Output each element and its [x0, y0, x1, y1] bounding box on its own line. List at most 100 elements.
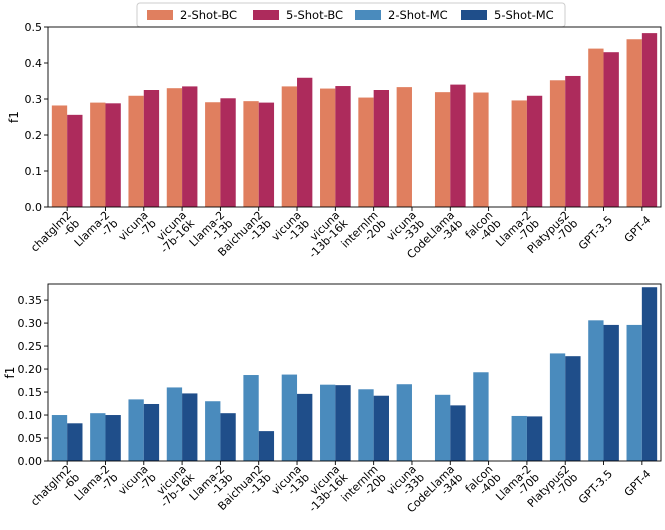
bar-2-shot-mc	[166, 387, 183, 461]
bar-2-shot-bc	[549, 80, 566, 207]
x-tick-label: vicuna-7b	[116, 463, 159, 506]
x-tick-label: internlm-20b	[339, 463, 389, 513]
y-tick-label: 0.30	[18, 317, 43, 330]
x-tick-label: vicuna-7b-16k	[150, 208, 198, 256]
bar-5-shot-mc	[297, 393, 313, 461]
bar-2-shot-bc	[473, 92, 489, 207]
x-tick-label: GPT-4	[622, 213, 654, 245]
legend: 2-Shot-BC 5-Shot-BC 2-Shot-MC 5-Shot-MC	[136, 2, 566, 28]
bar-5-shot-bc	[182, 86, 198, 207]
bar-5-shot-bc	[526, 95, 543, 207]
bar-5-shot-bc	[335, 86, 351, 207]
x-tick-label: chatglm2-6b	[28, 463, 82, 517]
x-tick-label: GPT-3.5	[576, 467, 615, 506]
x-tick-label: chatglm2-6b	[28, 209, 82, 263]
x-tick-label: internlm-20b	[339, 209, 389, 259]
bar-5-shot-mc	[565, 356, 581, 461]
bar-2-shot-mc	[243, 375, 259, 461]
bar-2-shot-mc	[473, 372, 489, 461]
bar-5-shot-bc	[105, 103, 121, 207]
legend-label: 5-Shot-MC	[494, 8, 554, 22]
legend-swatch	[355, 10, 381, 20]
y-tick-label: 0.5	[25, 21, 43, 34]
y-tick-label: 0.2	[25, 129, 43, 142]
legend-label: 2-Shot-BC	[180, 8, 237, 22]
y-tick-label: 0.15	[18, 386, 43, 399]
y-tick-label: 0.05	[18, 432, 43, 445]
bar-5-shot-bc	[565, 75, 581, 208]
bar-2-shot-bc	[281, 86, 298, 207]
bar-2-shot-bc	[396, 87, 412, 207]
y-tick-label: 0.0	[25, 201, 43, 214]
x-tick-label: vicuna-13b	[269, 209, 312, 252]
bar-2-shot-bc	[90, 102, 106, 207]
y-tick-label: 0.25	[18, 340, 43, 353]
bar-5-shot-bc	[258, 102, 275, 207]
x-tick-label: Llama-2-7b	[72, 209, 121, 258]
plot-frame	[47, 26, 662, 208]
bar-5-shot-mc	[373, 395, 389, 461]
x-tick-label: vicuna-13b	[269, 463, 312, 506]
plot-frame	[47, 283, 662, 462]
x-tick-label: vicuna-13b-16k	[298, 462, 351, 515]
y-tick-label: 0.3	[25, 93, 43, 106]
legend-swatch	[461, 10, 487, 20]
bar-2-shot-mc	[511, 415, 527, 461]
bar-2-shot-mc	[396, 384, 412, 461]
bar-2-shot-bc	[588, 48, 604, 207]
bar-5-shot-bc	[297, 77, 313, 207]
bar-5-shot-bc	[603, 52, 619, 208]
x-tick-label: GPT-3.5	[576, 213, 615, 252]
y-tick-label: 0.00	[18, 455, 43, 468]
y-tick-label: 0.1	[25, 165, 43, 178]
bar-2-shot-bc	[511, 100, 527, 207]
bar-2-shot-mc	[205, 401, 221, 461]
x-tick-label: GPT-4	[622, 467, 654, 499]
bar-5-shot-mc	[105, 415, 121, 461]
bar-5-shot-bc	[373, 90, 389, 207]
bar-2-shot-mc	[51, 415, 68, 461]
y-axis-label: f1	[7, 111, 21, 123]
bar-5-shot-bc	[220, 98, 236, 207]
bar-2-shot-bc	[166, 88, 183, 207]
y-axis-label: f1	[3, 367, 17, 379]
x-tick-label: Platypus2-70b	[525, 209, 581, 265]
bar-2-shot-mc	[358, 389, 374, 461]
bar-2-shot-mc	[320, 384, 336, 461]
bar-5-shot-mc	[258, 431, 275, 461]
bar-5-shot-bc	[67, 114, 83, 207]
bar-2-shot-bc	[434, 92, 451, 207]
bar-2-shot-mc	[588, 320, 604, 461]
bar-2-shot-bc	[243, 101, 259, 207]
legend-label: 5-Shot-BC	[286, 8, 343, 22]
bar-5-shot-mc	[143, 403, 160, 461]
bar-5-shot-mc	[67, 423, 83, 461]
bar-2-shot-bc	[128, 95, 144, 207]
bar-2-shot-mc	[90, 413, 106, 461]
bar-2-shot-bc	[51, 105, 68, 207]
y-tick-label: 0.4	[25, 57, 43, 70]
y-tick-label: 0.35	[18, 294, 43, 307]
bar-5-shot-mc	[182, 393, 198, 461]
bar-2-shot-mc	[434, 394, 451, 461]
legend-swatch	[147, 10, 173, 20]
bar-2-shot-bc	[358, 97, 374, 207]
bar-2-shot-mc	[128, 399, 144, 461]
x-tick-label: vicuna-7b-16k	[150, 462, 198, 510]
bar-5-shot-mc	[335, 385, 351, 461]
bar-5-shot-mc	[641, 287, 658, 461]
y-tick-label: 0.10	[18, 409, 43, 422]
chart-multi-class: 0.00 0.05 0.10 0.15 0.20 0.25 0.30 0.35 f1 chatgl…	[3, 283, 662, 517]
bar-2-shot-mc	[626, 324, 642, 461]
x-tick-label: vicuna-13b-16k	[298, 208, 351, 261]
bar-5-shot-mc	[450, 405, 466, 461]
bar-2-shot-bc	[626, 39, 642, 207]
bar-2-shot-bc	[205, 102, 221, 207]
bar-2-shot-mc	[549, 353, 566, 461]
bar-5-shot-mc	[603, 324, 619, 461]
legend-label: 2-Shot-MC	[388, 8, 448, 22]
legend-swatch	[253, 10, 279, 20]
bar-5-shot-mc	[526, 416, 543, 461]
bar-2-shot-mc	[281, 374, 298, 461]
